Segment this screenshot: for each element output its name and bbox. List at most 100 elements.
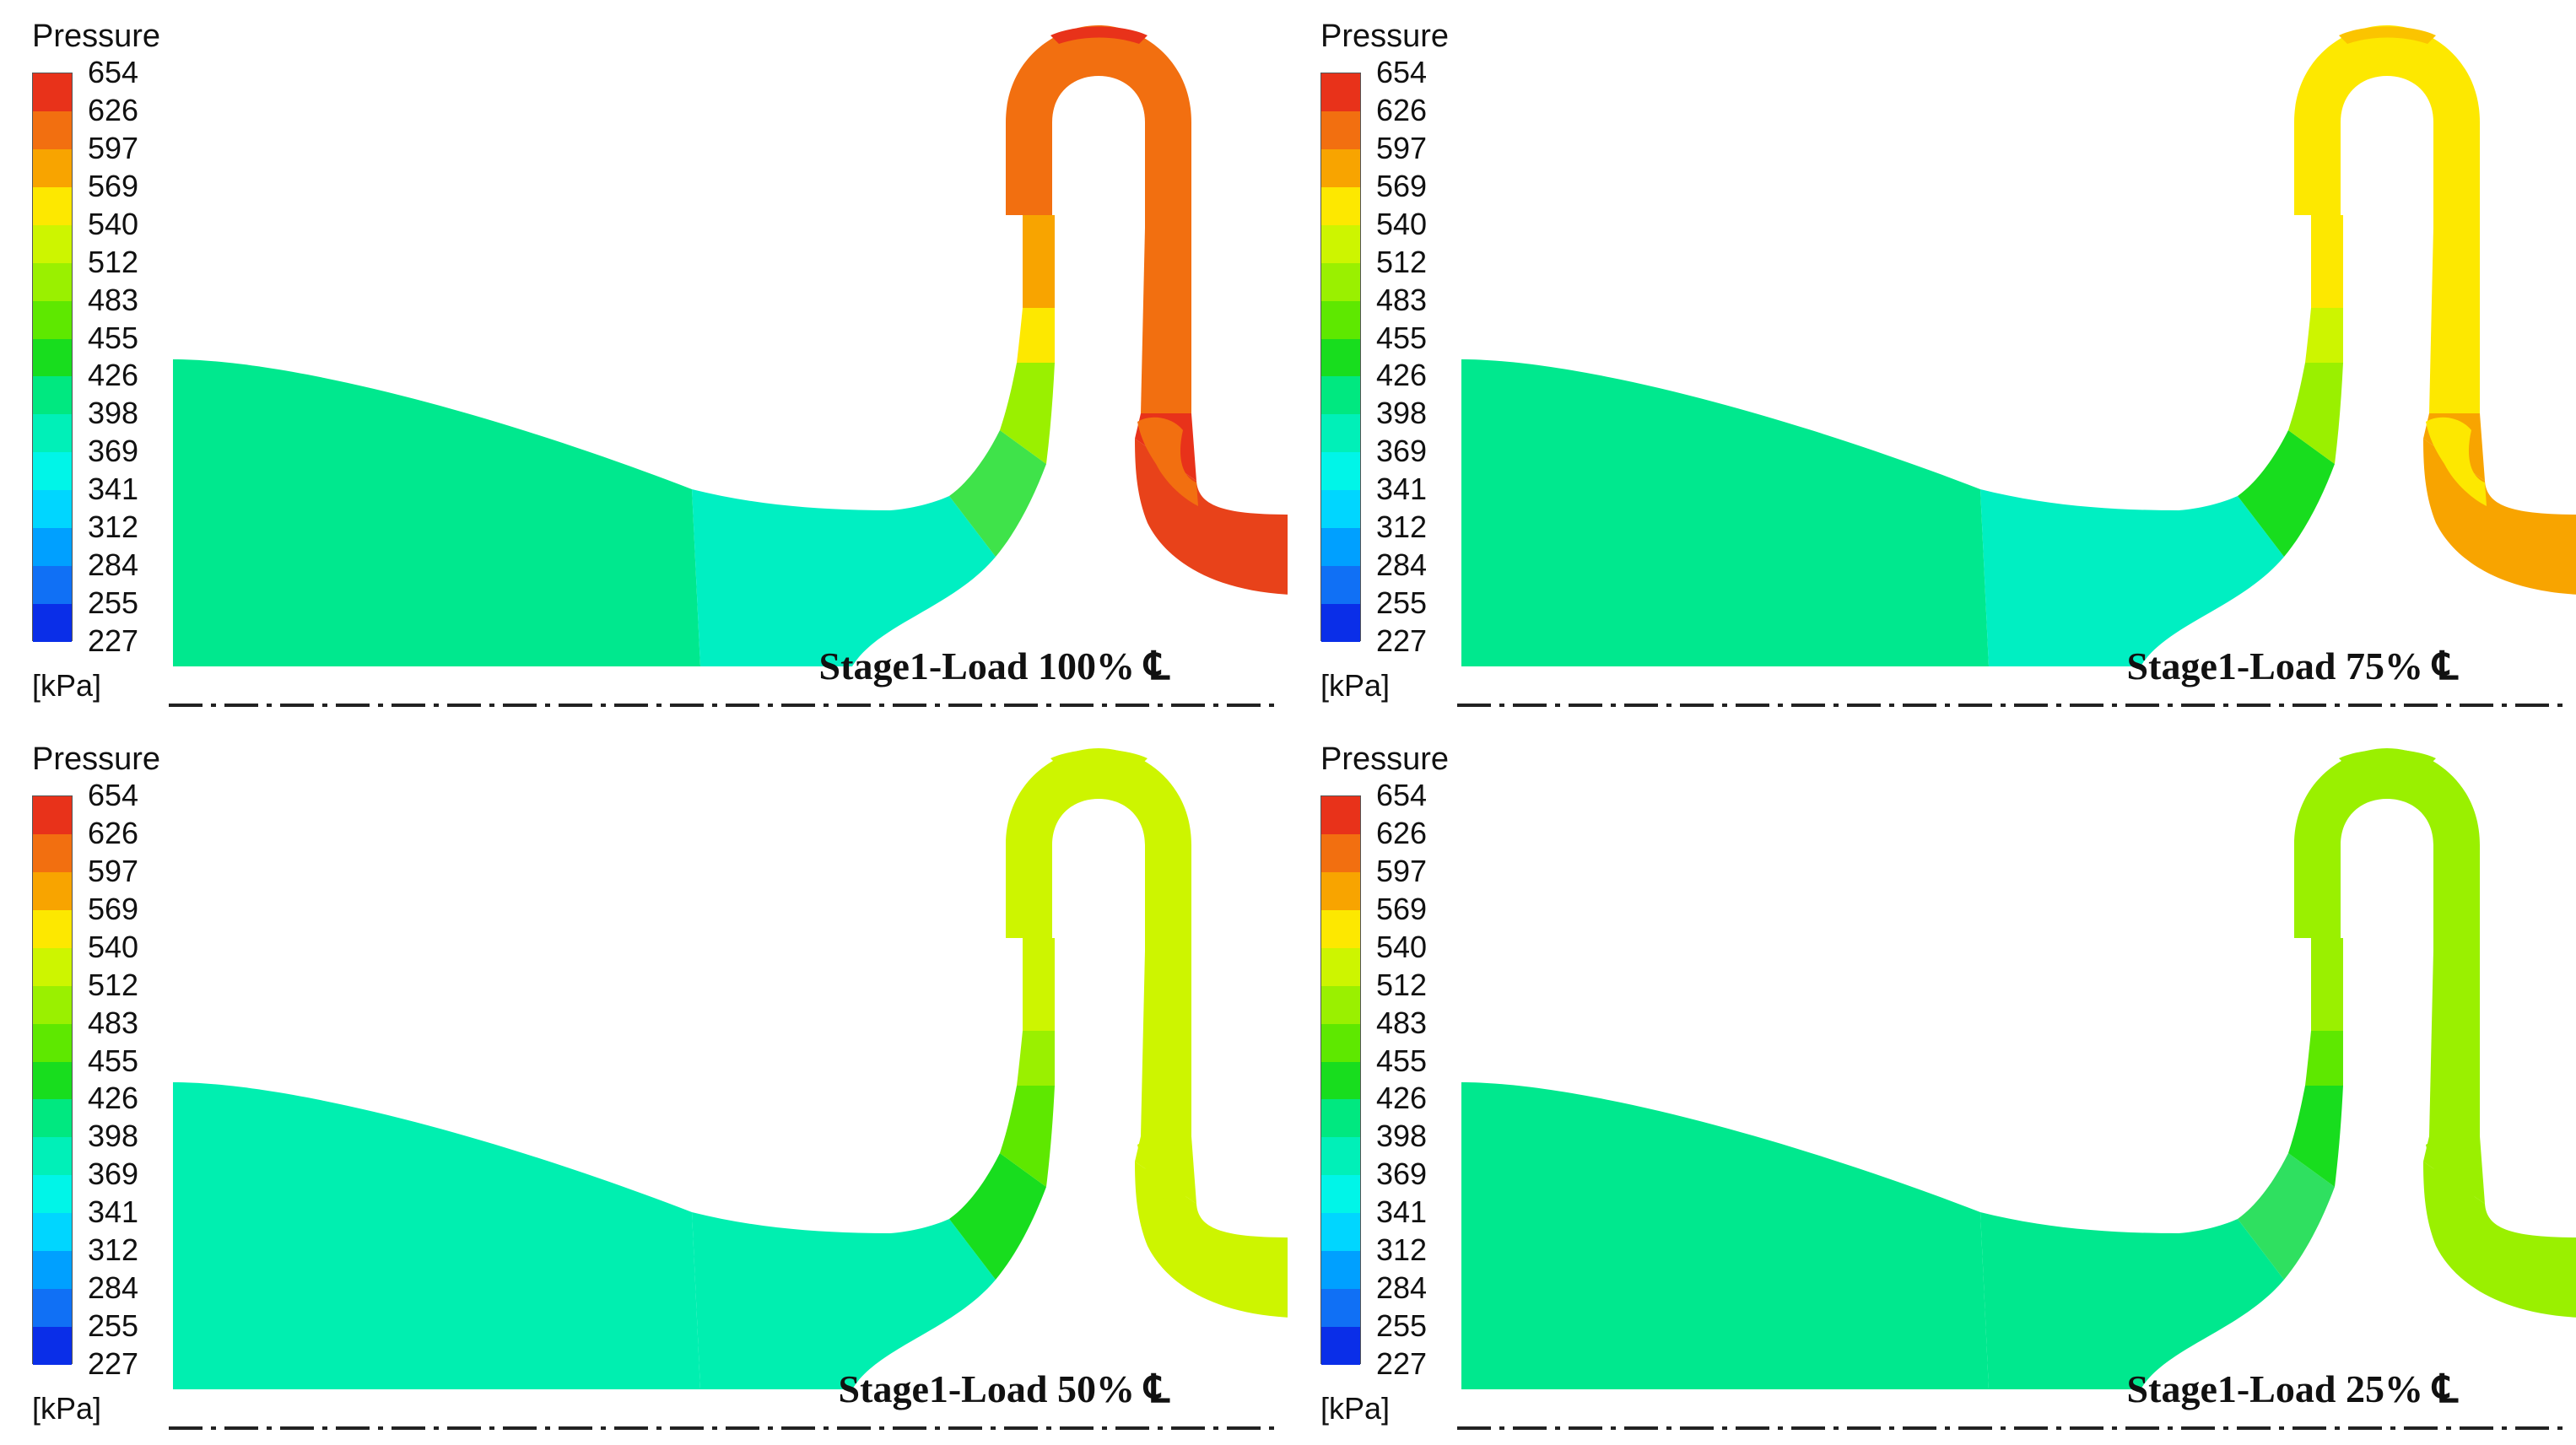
contour-panel-load-50: Pressure 654 626 597 569 540 512 483 455 426 398 3… bbox=[0, 723, 1288, 1445]
legend-tick-label: 369 bbox=[1376, 434, 1428, 469]
legend-swatch bbox=[1321, 871, 1360, 911]
legend-title: Pressure bbox=[1320, 741, 1450, 777]
legend-tick-label: 341 bbox=[1376, 1194, 1428, 1230]
legend-tick-label: 426 bbox=[1376, 358, 1428, 393]
centerline-icon: ℄ bbox=[1144, 1367, 1169, 1410]
panel-label: Stage1-Load 75% ℄ bbox=[2127, 643, 2458, 688]
legend-swatch bbox=[33, 1213, 72, 1252]
top-arc-region bbox=[1006, 748, 1191, 951]
pressure-contour-geometry bbox=[1457, 748, 2576, 1430]
legend-swatch bbox=[33, 414, 72, 453]
legend-swatch bbox=[1321, 148, 1360, 188]
legend-tick-label: 398 bbox=[88, 396, 139, 431]
pressure-contour-geometry bbox=[169, 25, 1288, 707]
legend-swatch bbox=[1321, 452, 1360, 491]
legend-swatch bbox=[1321, 224, 1360, 264]
legend-swatch bbox=[33, 566, 72, 605]
legend-swatch bbox=[33, 490, 72, 529]
legend-tick-label: 483 bbox=[88, 1005, 139, 1040]
color-legend-bar bbox=[32, 795, 73, 1366]
bend-upper-region bbox=[2305, 308, 2343, 363]
legend-tick-label: 255 bbox=[88, 585, 139, 621]
legend-swatch bbox=[33, 1023, 72, 1063]
legend-tick-label: 597 bbox=[88, 130, 139, 165]
down-leg-upper-region bbox=[1141, 228, 1191, 413]
legend-swatch bbox=[33, 148, 72, 188]
top-cap-region bbox=[1050, 749, 1148, 767]
legend-tick-label: 369 bbox=[88, 434, 139, 469]
legend-swatch bbox=[33, 1327, 72, 1366]
color-legend-bar bbox=[1320, 73, 1361, 643]
throat-region bbox=[1980, 1212, 2284, 1389]
load-case-label: Stage1-Load 50% bbox=[838, 1367, 1135, 1410]
legend-title: Pressure bbox=[1320, 19, 1450, 54]
bend-upper-region bbox=[1017, 308, 1055, 363]
legend-tick-label: 483 bbox=[1376, 282, 1428, 317]
bend-upper-region bbox=[2305, 1031, 2343, 1086]
legend-tick-label: 597 bbox=[1376, 130, 1428, 165]
legend-swatch bbox=[1321, 186, 1360, 226]
inlet-region bbox=[1461, 359, 1989, 666]
legend-swatch bbox=[33, 528, 72, 567]
legend-tick-label: 654 bbox=[1376, 55, 1428, 89]
legend-tick-label: 284 bbox=[1376, 547, 1428, 583]
inlet-region bbox=[173, 1082, 700, 1389]
load-case-label: Stage1-Load 25% bbox=[2126, 1367, 2423, 1410]
legend-tick-label: 255 bbox=[1376, 585, 1428, 621]
legend-swatch bbox=[1321, 414, 1360, 453]
down-leg-upper-region bbox=[2429, 228, 2480, 413]
load-case-label: Stage1-Load 100% bbox=[818, 644, 1135, 687]
legend-tick-label: 255 bbox=[88, 1308, 139, 1344]
legend-tick-label: 455 bbox=[88, 320, 139, 355]
legend-swatch bbox=[1321, 1213, 1360, 1252]
legend-tick-label: 398 bbox=[1376, 1119, 1428, 1154]
bend-mid-region bbox=[1000, 1086, 1055, 1187]
legend-tick-label: 455 bbox=[1376, 1043, 1428, 1078]
bend-mid-region bbox=[2288, 1086, 2343, 1187]
pressure-contour-geometry bbox=[1457, 25, 2576, 707]
load-case-label: Stage1-Load 75% bbox=[2126, 644, 2423, 687]
legend-swatch bbox=[33, 796, 72, 835]
legend-swatch bbox=[33, 376, 72, 415]
inlet-region bbox=[1461, 1082, 1989, 1389]
legend-tick-label: 284 bbox=[1376, 1270, 1428, 1306]
outlet-tail-inner-region bbox=[1137, 417, 1198, 506]
legend-tick-label: 483 bbox=[1376, 1005, 1428, 1040]
legend-tick-label: 626 bbox=[88, 92, 139, 127]
legend-swatch bbox=[33, 1137, 72, 1176]
throat-region bbox=[692, 1212, 996, 1389]
legend-swatch bbox=[33, 871, 72, 911]
down-leg-upper-region bbox=[1141, 951, 1191, 1136]
legend-tick-label: 540 bbox=[1376, 206, 1428, 241]
legend-tick-label: 426 bbox=[88, 1081, 139, 1116]
bend-upper-region bbox=[1017, 1031, 1055, 1086]
panel-label: Stage1-Load 100% ℄ bbox=[819, 643, 1169, 688]
bend-mid-region bbox=[2288, 363, 2343, 464]
legend-title: Pressure bbox=[32, 741, 161, 777]
top-cap-region bbox=[1050, 26, 1148, 44]
legend-tick-label: 654 bbox=[88, 55, 139, 89]
contour-panel-load-100: Pressure 654 626 597 569 540 512 483 455 426 398 3… bbox=[0, 0, 1288, 722]
legend-tick-label: 540 bbox=[1376, 929, 1428, 964]
centerline-icon: ℄ bbox=[2433, 644, 2458, 687]
legend-tick-label: 512 bbox=[1376, 244, 1428, 279]
legend-tick-label: 312 bbox=[1376, 1232, 1428, 1268]
legend-unit: [kPa] bbox=[32, 1391, 102, 1426]
legend-swatch bbox=[33, 1061, 72, 1100]
legend-title: Pressure bbox=[32, 19, 161, 54]
legend-swatch bbox=[1321, 262, 1360, 302]
legend-swatch bbox=[33, 833, 72, 873]
legend-swatch bbox=[33, 262, 72, 302]
legend-swatch bbox=[1321, 1175, 1360, 1214]
legend-tick-label: 654 bbox=[1376, 778, 1428, 812]
bend-lower-region bbox=[2238, 1153, 2335, 1280]
legend-tick-label: 455 bbox=[1376, 320, 1428, 355]
legend-tick-label: 312 bbox=[88, 510, 139, 545]
bend-lower-region bbox=[2238, 430, 2335, 557]
legend-swatch bbox=[1321, 604, 1360, 643]
legend-unit: [kPa] bbox=[1320, 1391, 1391, 1426]
legend-swatch bbox=[1321, 376, 1360, 415]
centerline-icon: ℄ bbox=[1144, 644, 1169, 687]
legend-swatch bbox=[1321, 1327, 1360, 1366]
legend-swatch bbox=[1321, 1289, 1360, 1328]
